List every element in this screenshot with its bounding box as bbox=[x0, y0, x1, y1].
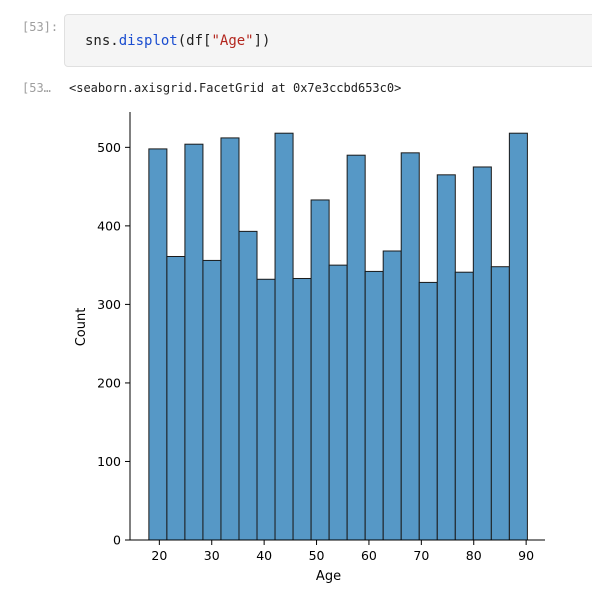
histogram-bar bbox=[400, 152, 420, 541]
x-tick-label: 60 bbox=[361, 548, 377, 563]
histogram-bar bbox=[166, 255, 186, 541]
y-tick-label: 400 bbox=[97, 218, 121, 233]
histogram-bar bbox=[436, 174, 456, 541]
bars-group bbox=[148, 132, 528, 541]
histogram-bar bbox=[148, 148, 168, 541]
y-tick-label: 100 bbox=[97, 454, 121, 469]
code-object: sns bbox=[85, 33, 111, 49]
y-tick-label: 200 bbox=[97, 375, 121, 390]
input-prompt: [53]: bbox=[22, 20, 59, 34]
histogram-bar bbox=[346, 154, 366, 541]
histogram-bar bbox=[274, 132, 294, 541]
histogram-bar bbox=[508, 132, 528, 541]
code-string-arg: "Age" bbox=[211, 33, 254, 49]
histogram-bar bbox=[202, 259, 222, 541]
histogram-bar bbox=[184, 143, 204, 541]
histogram-bar bbox=[238, 230, 258, 541]
code-line[interactable]: sns.displot(df["Age"]) bbox=[85, 33, 270, 49]
y-tick-label: 500 bbox=[97, 140, 121, 155]
x-tick-label: 30 bbox=[204, 548, 220, 563]
code-cell[interactable]: sns.displot(df["Age"]) bbox=[64, 14, 592, 67]
histogram-bar bbox=[472, 166, 492, 541]
histogram-bar bbox=[418, 281, 438, 541]
histogram-bar bbox=[220, 137, 240, 541]
x-tick-label: 40 bbox=[256, 548, 272, 563]
histogram-bar bbox=[292, 277, 312, 541]
output-prompt: [53… bbox=[22, 81, 51, 95]
histogram-bar bbox=[328, 264, 348, 541]
code-close: ]) bbox=[253, 33, 271, 49]
y-tick-label: 0 bbox=[113, 533, 121, 548]
histogram-bar bbox=[490, 266, 510, 541]
x-tick-label: 90 bbox=[518, 548, 534, 563]
x-ticks: 20 30 40 50 60 70 80 90 bbox=[151, 540, 534, 563]
histogram-bar bbox=[364, 270, 384, 541]
x-tick-label: 50 bbox=[309, 548, 325, 563]
code-open: (df[ bbox=[177, 33, 212, 49]
code-dot: . bbox=[110, 33, 119, 49]
x-axis-label: Age bbox=[316, 569, 341, 584]
y-tick-label: 300 bbox=[97, 297, 121, 312]
x-tick-label: 80 bbox=[466, 548, 482, 563]
output-text: <seaborn.axisgrid.FacetGrid at 0x7e3ccbd… bbox=[69, 81, 402, 95]
histogram-bar bbox=[454, 271, 474, 541]
x-tick-label: 70 bbox=[413, 548, 429, 563]
histogram-bar bbox=[382, 250, 402, 541]
code-function: displot bbox=[118, 33, 178, 49]
histogram-bar bbox=[310, 199, 330, 541]
y-axis-label: Count bbox=[74, 308, 89, 347]
x-tick-label: 20 bbox=[151, 548, 167, 563]
y-ticks: 0 100 200 300 400 500 bbox=[97, 140, 130, 548]
histogram-bar bbox=[256, 278, 276, 541]
